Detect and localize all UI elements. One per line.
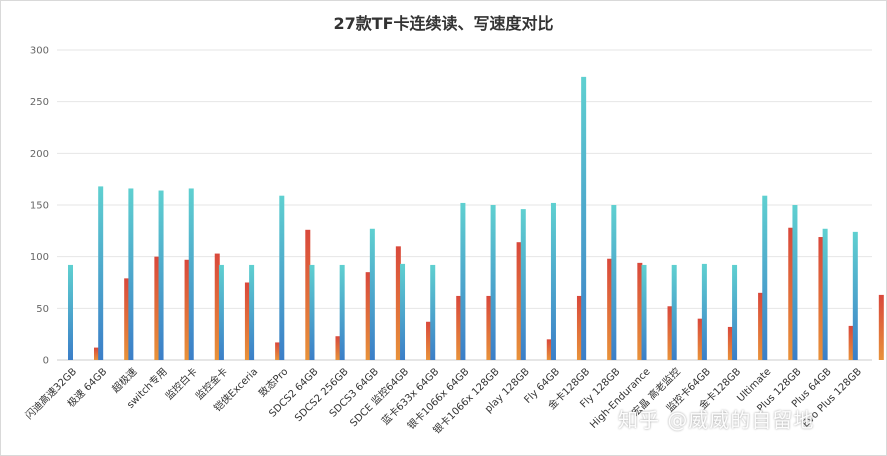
bar-read [581,76,587,360]
bar-write [516,242,522,360]
bar-write [365,272,371,360]
y-tick-label: 0 [43,356,49,367]
bar-read [460,202,466,360]
bar-write [486,295,492,360]
y-tick-label: 50 [36,304,49,315]
bar-read [158,190,164,360]
bar-read [762,195,768,360]
bar-read [369,228,375,360]
bar-read [641,264,647,360]
bar-read [732,264,738,360]
x-tick-label: SDCS2 256GB [293,366,351,424]
bar-read [279,195,285,360]
bar-write [124,278,130,360]
x-tick-label: 监控白卡 [162,365,199,402]
bar-write [637,262,643,360]
chart-title: 27款TF卡连续读、写速度对比 [333,14,554,33]
y-tick-label: 300 [30,46,49,57]
x-tick-label: 闪迪高速32GB [22,365,79,422]
bar-read [822,228,828,360]
bar-read [701,263,707,360]
bar-read [309,264,315,360]
bar-write [878,294,884,360]
bar-read [792,205,798,360]
bar-read [98,186,104,360]
bar-write [94,347,99,360]
bar-write [395,246,401,360]
bar-read [852,231,858,360]
bar-write [818,237,824,360]
bar-read [550,202,556,360]
bar-read [430,264,436,360]
bar-read [339,264,345,360]
watermark-text: 知乎 @威威的自留地 [618,408,815,432]
bar-write [305,229,311,360]
bar-read [68,264,73,360]
bar-write [335,336,341,360]
y-tick-label: 150 [30,201,49,212]
bar-read [249,264,255,360]
bar-read [611,205,617,360]
bar-write [576,295,582,360]
bar-write [214,253,220,360]
bar-write [667,306,673,360]
y-tick-label: 100 [30,252,49,263]
bar-write [697,318,703,360]
bar-write [727,326,733,360]
bar-write [848,325,854,360]
bar-write [275,342,281,360]
x-tick-label: 超极速 [109,365,139,395]
bar-read [671,264,677,360]
bar-write [456,295,462,360]
bar-write [607,258,613,360]
bar-read [218,264,224,360]
bar-write [244,282,250,360]
bar-write [184,259,190,360]
bar-read [400,263,406,360]
bar-write [154,256,160,360]
bar-write [788,227,794,360]
bar-read [188,188,194,360]
y-tick-label: 250 [30,97,49,108]
bar-write [426,321,432,360]
bar-read [490,205,496,360]
bar-write [546,339,552,360]
bar-read [520,209,526,360]
bar-read [128,188,134,360]
bar-write [758,292,764,360]
y-tick-label: 200 [30,149,49,160]
